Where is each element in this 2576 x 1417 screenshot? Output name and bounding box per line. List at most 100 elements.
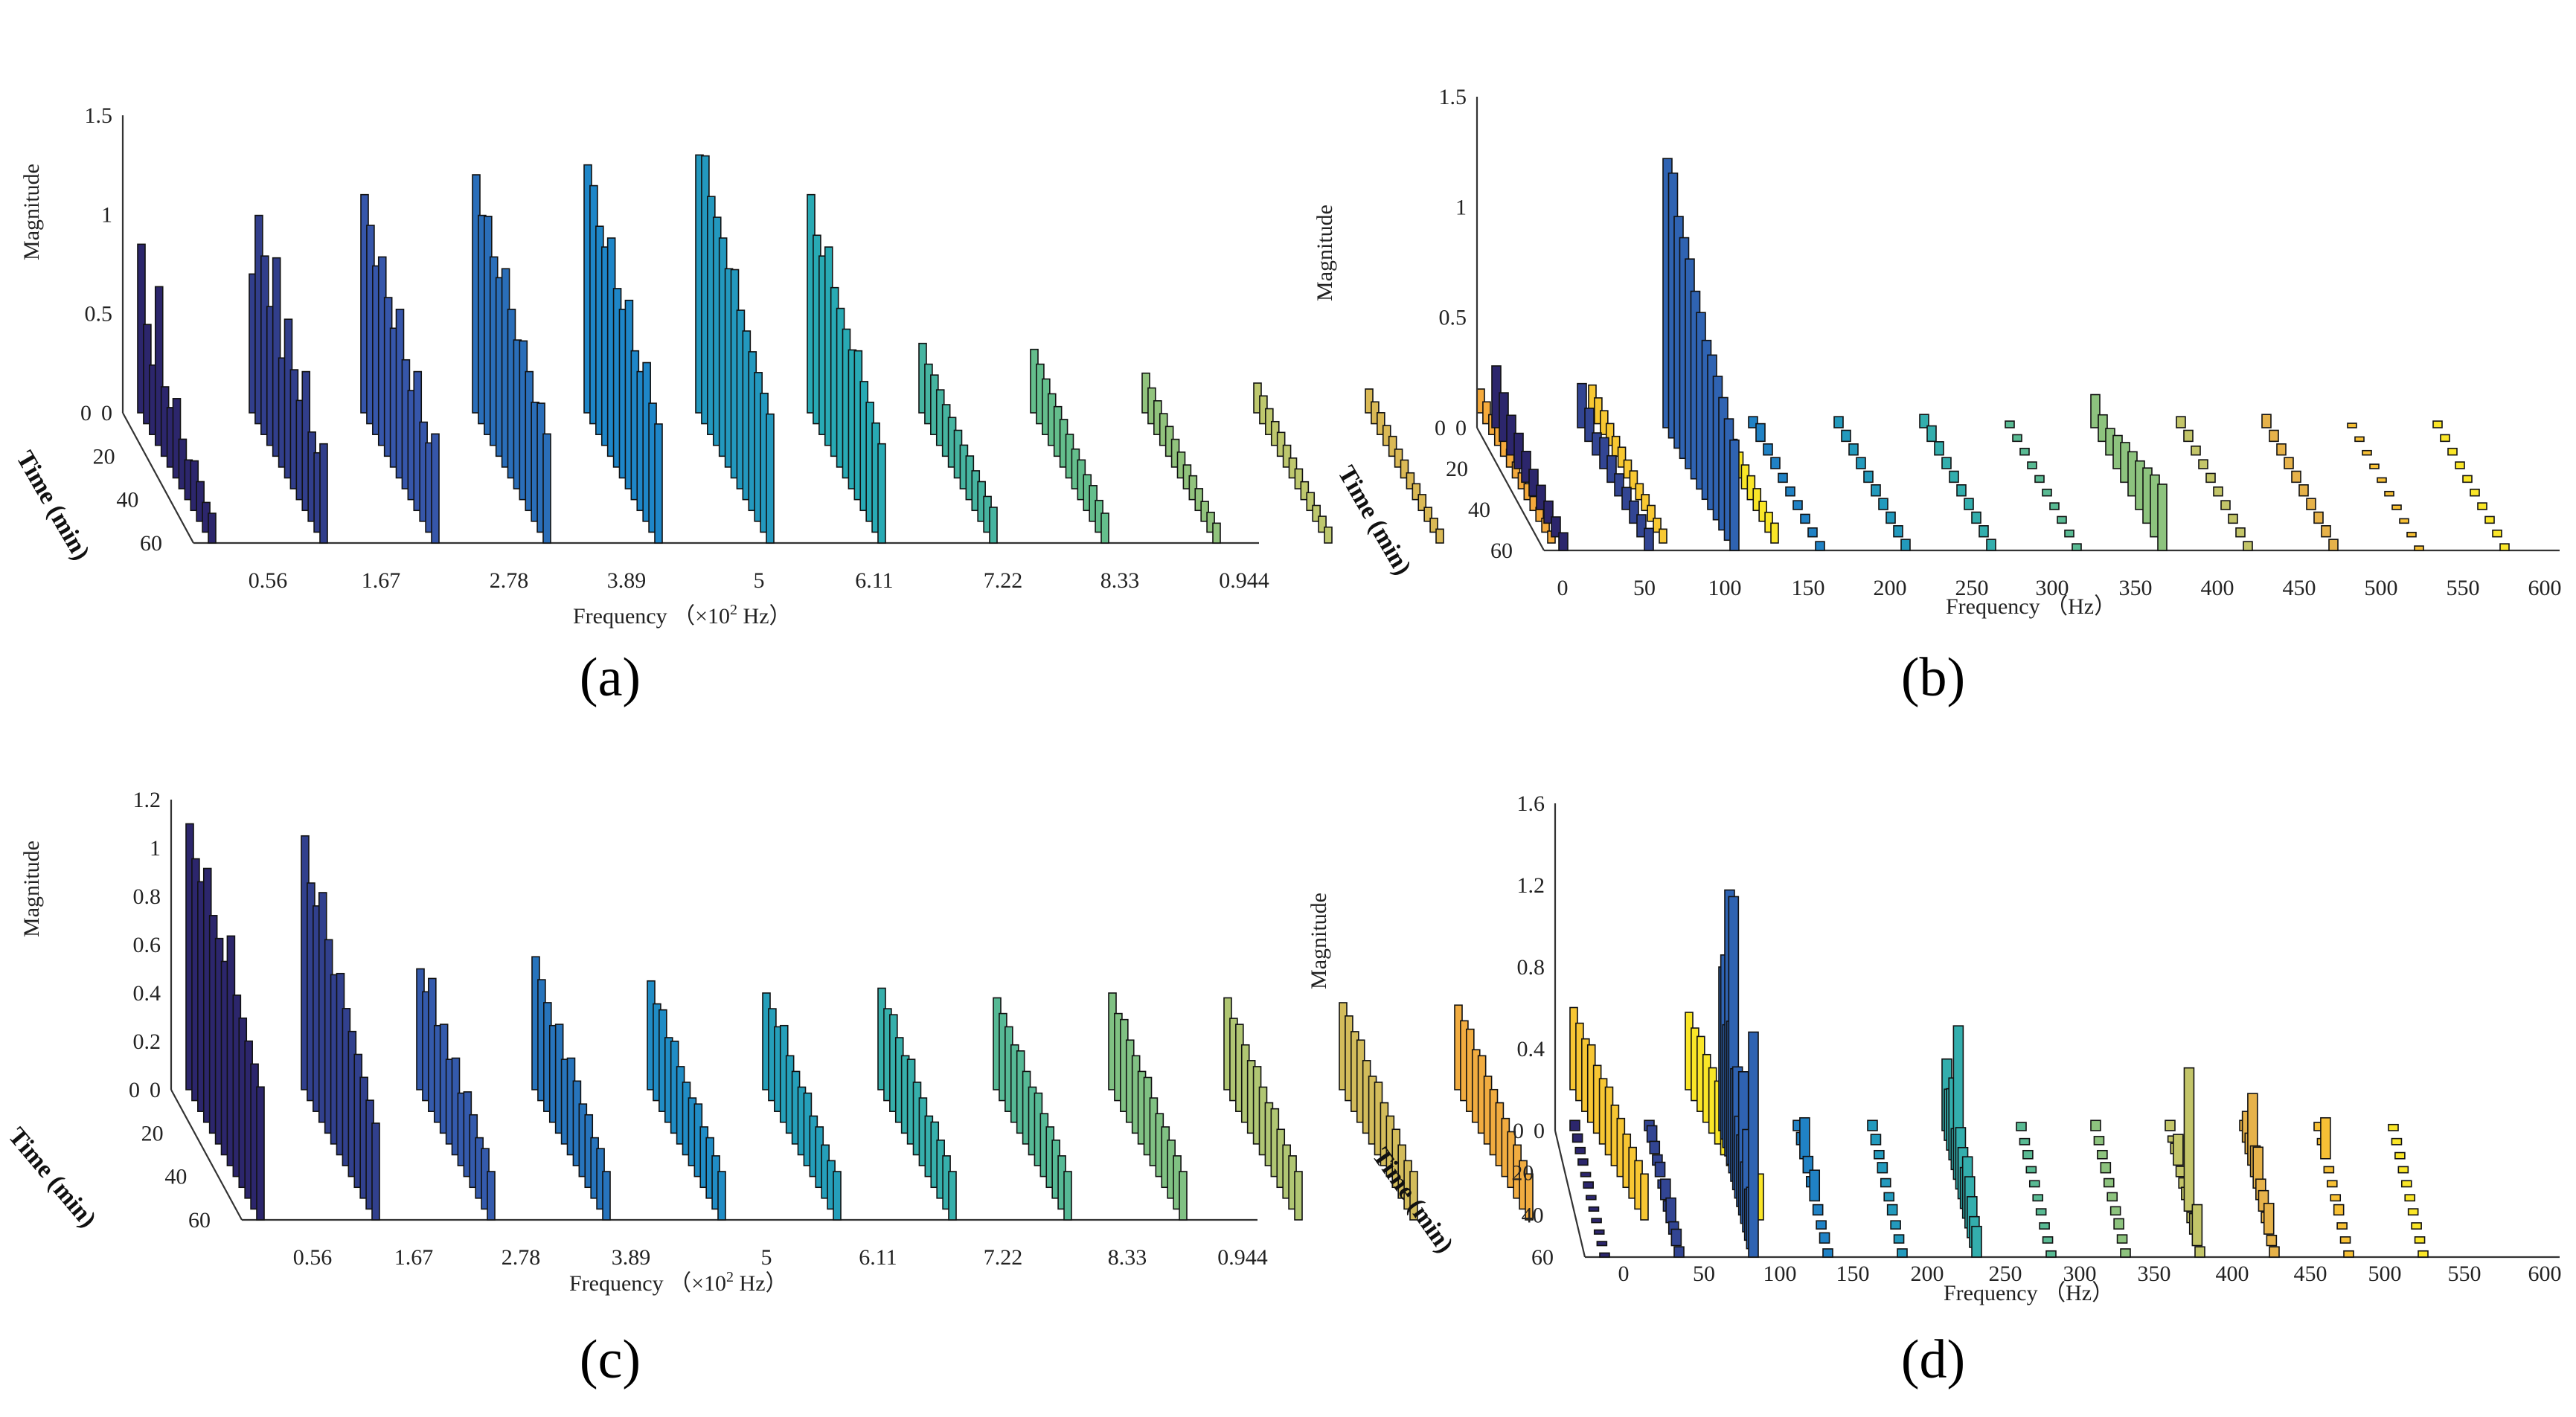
bar-series [1644, 1119, 1685, 1258]
bar [2263, 1203, 2275, 1235]
bar [2157, 483, 2168, 551]
bar [2173, 1134, 2184, 1166]
bar-series [531, 956, 611, 1221]
bar [1792, 500, 1803, 510]
x-tick-label: 350 [2138, 1262, 2171, 1286]
bar [1653, 517, 1662, 533]
bar [1288, 457, 1298, 479]
bar [2400, 1180, 2412, 1188]
bar [989, 507, 998, 544]
bar [1886, 1204, 1898, 1216]
bar-series [1577, 382, 1654, 551]
bar-series [2090, 1119, 2131, 1258]
bar [2411, 1222, 2422, 1230]
y-tick-label: 0.6 [133, 933, 161, 957]
bar-series [807, 193, 886, 544]
bar [2336, 1222, 2348, 1230]
bar [371, 1122, 380, 1221]
y-tick-label: 1 [1455, 195, 1467, 219]
panel-label: (c) [580, 1329, 641, 1390]
bar [2090, 393, 2101, 428]
bar [1809, 1169, 1821, 1202]
x-tick-label: 2.78 [502, 1245, 541, 1270]
bar [1294, 468, 1304, 489]
x-tick-label: 150 [1836, 1262, 1870, 1286]
y-tick-label: 1 [101, 202, 112, 227]
bar [2064, 529, 2074, 538]
bar [1870, 1134, 1882, 1146]
bar [1623, 459, 1633, 479]
bar [1528, 469, 1539, 497]
x-tick-label: 500 [2368, 1262, 2402, 1286]
x-tick-label: 100 [1708, 576, 1742, 600]
bar [1606, 454, 1617, 483]
bar [2306, 498, 2316, 510]
bar-series [2261, 414, 2339, 551]
x-axis-label-tail: Hz） [737, 604, 791, 629]
bar [1300, 481, 1310, 501]
bar [1577, 382, 1587, 428]
bar [1841, 429, 1851, 443]
bar [1874, 1149, 1885, 1160]
bar [1752, 488, 1762, 512]
bar [1382, 425, 1391, 446]
time-tick-label: 0 [1435, 416, 1446, 440]
bar-series [1030, 348, 1109, 544]
y-axis-label: Magnitude [19, 164, 44, 260]
bar-series [918, 342, 998, 544]
bar [1878, 498, 1888, 510]
bar [1654, 1161, 1666, 1177]
bar [2484, 515, 2495, 524]
bar [1871, 484, 1881, 497]
bar [1558, 532, 1569, 551]
bar [542, 433, 551, 544]
bar [2261, 414, 2272, 428]
x-tick-label: 5 [754, 568, 765, 593]
time-axis-line [1476, 427, 1545, 551]
bar [2034, 475, 2045, 483]
bar [1294, 1171, 1303, 1221]
bar [1900, 539, 1911, 551]
bar [1822, 1248, 1833, 1258]
bar [1525, 1173, 1534, 1221]
bar [1815, 541, 1825, 551]
panel-label: (b) [1901, 647, 1965, 708]
bar [1641, 494, 1650, 512]
bar [2394, 1151, 2406, 1160]
x-tick-label: 8.33 [1108, 1245, 1147, 1270]
bar [2266, 1234, 2278, 1247]
bar [1482, 401, 1491, 425]
bar [1636, 514, 1647, 538]
bar-series [1588, 384, 1667, 544]
bar-series [1108, 992, 1188, 1221]
x-axis-label: Frequency （Hz） [1946, 594, 2116, 619]
bar [154, 286, 164, 446]
bar [1206, 511, 1215, 533]
bar [2369, 463, 2380, 469]
x-tick-label: 300 [2063, 1262, 2097, 1286]
bar [2330, 1194, 2342, 1202]
bar [487, 1171, 496, 1221]
bar [602, 1171, 611, 1221]
bar [1649, 1140, 1661, 1154]
bar [2397, 1166, 2409, 1174]
bar-series [1867, 1119, 1908, 1258]
bar [2183, 1067, 2195, 1212]
bar [2176, 416, 2186, 428]
bar-series [1454, 1004, 1534, 1221]
y-tick-label: 1.5 [85, 103, 113, 128]
time-tick-label: 20 [141, 1121, 164, 1146]
bar [2120, 1248, 2131, 1258]
bar [2045, 1250, 2057, 1258]
bar [1758, 501, 1767, 522]
y-tick-label: 0.8 [133, 884, 161, 909]
y-tick-label: 1.5 [1439, 85, 1467, 109]
bar [2220, 500, 2231, 510]
x-tick-label: 550 [2448, 1262, 2482, 1286]
bar [1867, 1119, 1878, 1131]
bar-series [993, 997, 1072, 1221]
bar [877, 443, 886, 544]
y-tick-label: 0 [1534, 1119, 1545, 1143]
time-tick-label: 20 [1511, 1161, 1534, 1186]
